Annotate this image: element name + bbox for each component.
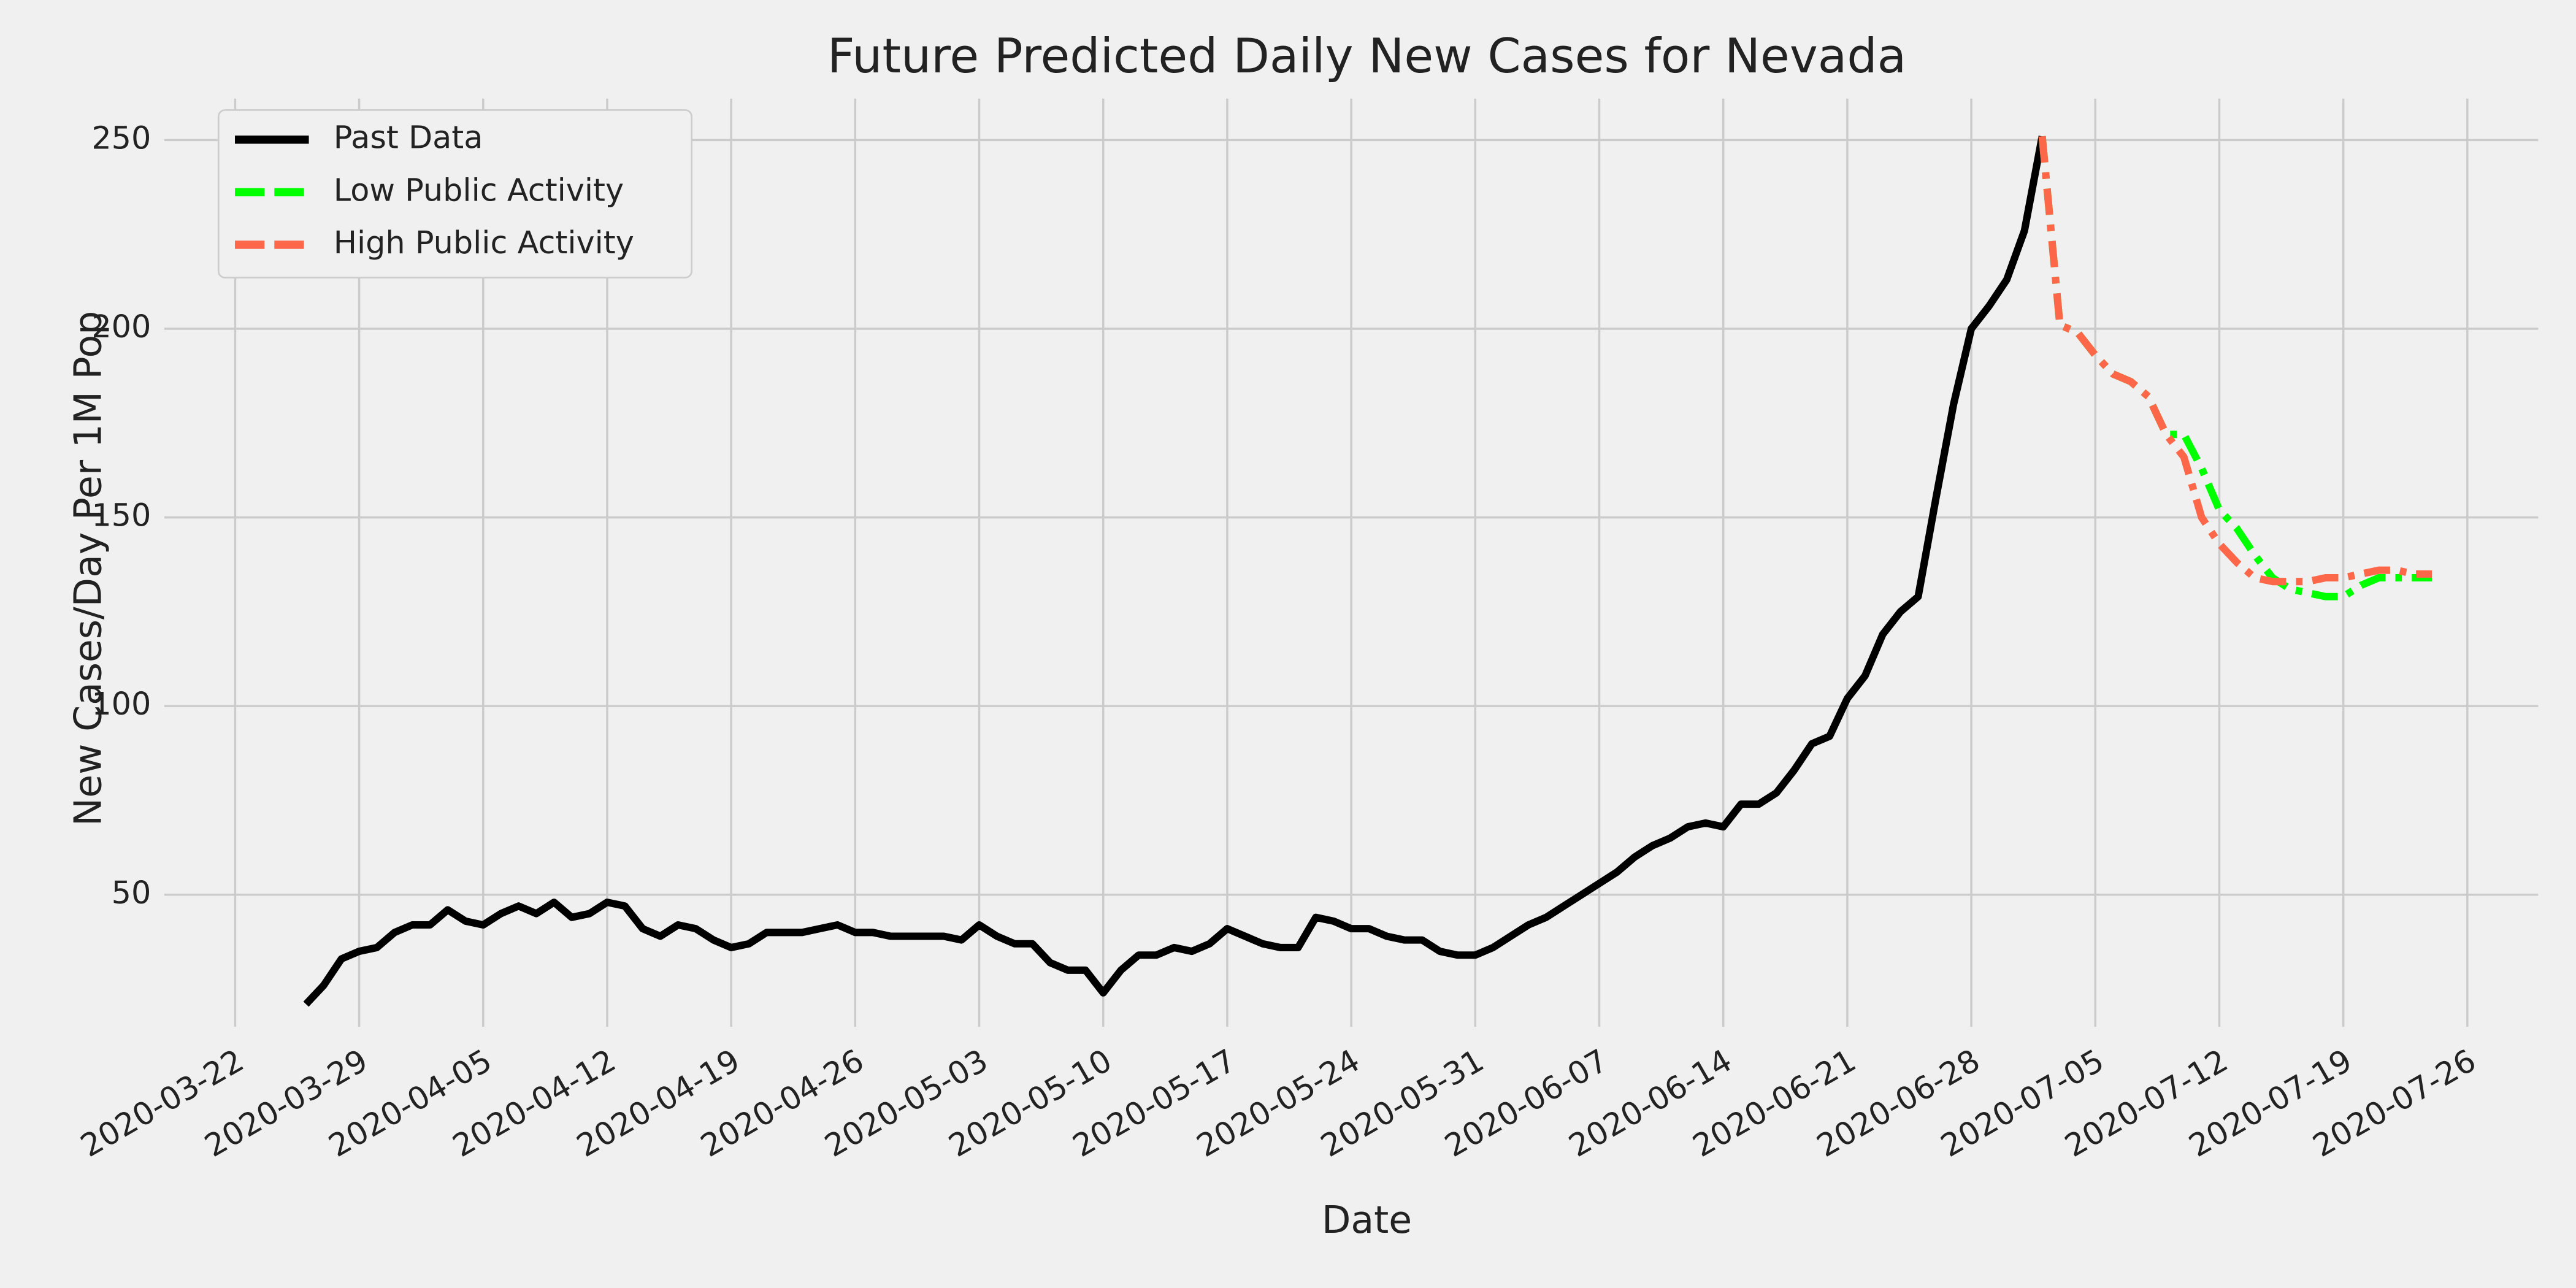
series-line <box>2038 136 2432 586</box>
y-tick-label: 250 <box>91 120 151 156</box>
y-tick-label: 100 <box>91 686 151 723</box>
legend: Past Data Low Public Activity High Public … <box>217 109 693 279</box>
y-tick-label: 150 <box>91 498 151 534</box>
legend-label: Low Public Activity <box>334 172 624 209</box>
plot-lines <box>303 136 2432 1007</box>
legend-label: Past Data <box>334 120 483 156</box>
y-tick-label: 50 <box>112 875 151 911</box>
chart-title: Future Predicted Daily New Cases for Nev… <box>827 29 1906 84</box>
series-line <box>2038 136 2432 600</box>
x-axis-label: Date <box>1322 1198 1412 1242</box>
series-line <box>303 136 2046 1007</box>
legend-box <box>217 109 693 279</box>
y-axis-label: New Cases/Day Per 1M Pop <box>66 311 110 826</box>
y-tick-label: 200 <box>91 309 151 345</box>
legend-label: High Public Activity <box>334 225 634 261</box>
